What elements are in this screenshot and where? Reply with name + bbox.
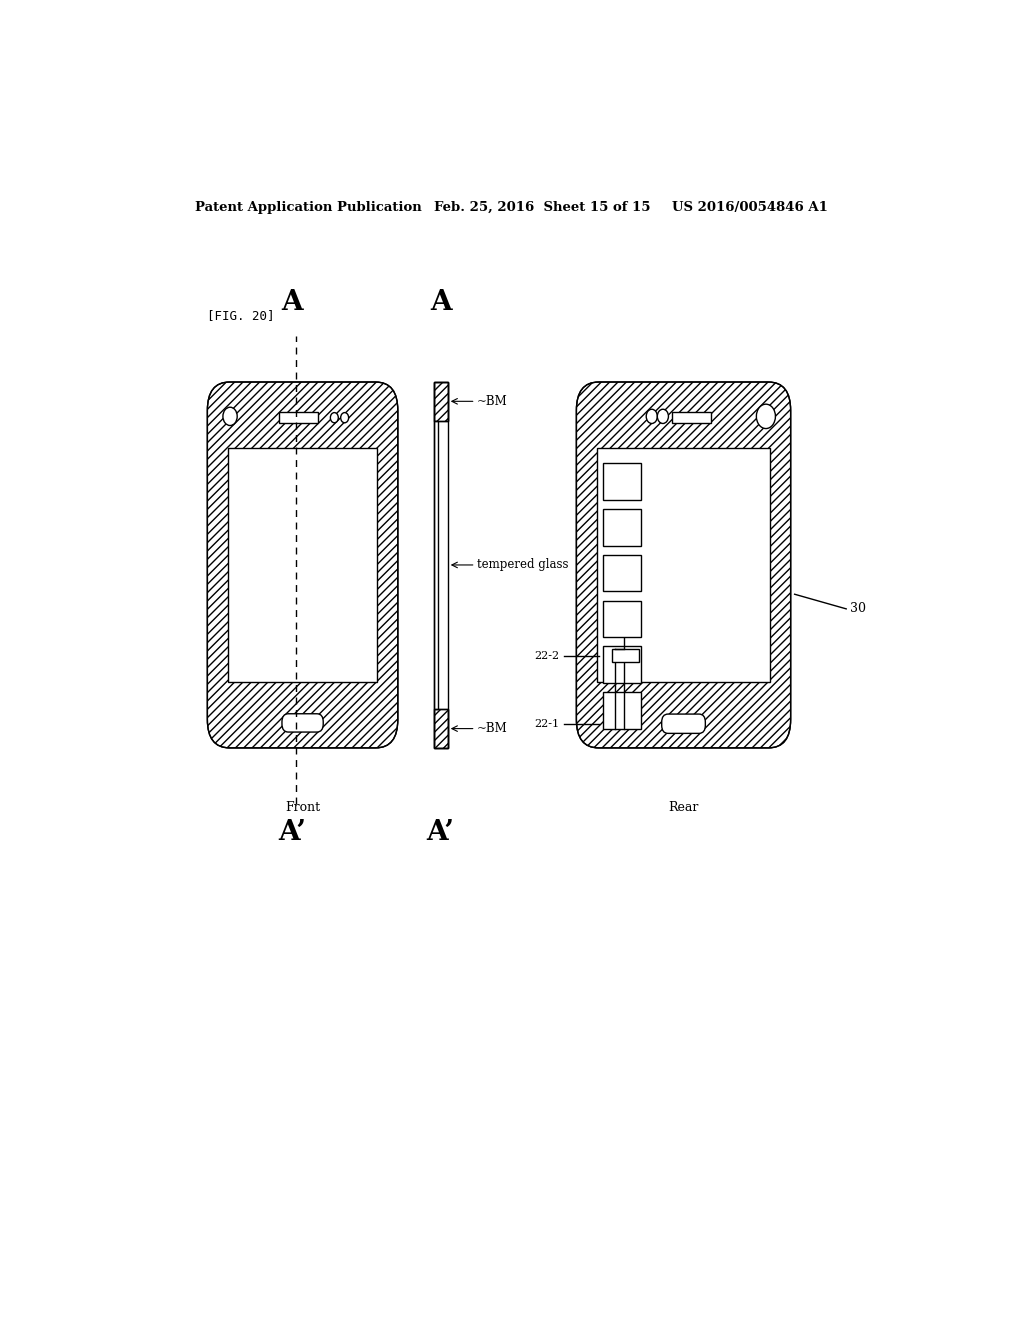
Bar xyxy=(597,447,770,682)
Text: Feb. 25, 2016  Sheet 15 of 15: Feb. 25, 2016 Sheet 15 of 15 xyxy=(433,201,650,214)
Bar xyxy=(603,463,641,500)
Text: ~BM: ~BM xyxy=(477,722,508,735)
Text: A: A xyxy=(282,289,303,315)
Bar xyxy=(611,648,639,661)
FancyBboxPatch shape xyxy=(282,714,324,733)
Circle shape xyxy=(646,409,657,424)
Text: Rear: Rear xyxy=(669,801,698,813)
Circle shape xyxy=(331,413,338,422)
Circle shape xyxy=(757,404,775,429)
Bar xyxy=(603,601,641,638)
Bar xyxy=(279,412,318,424)
FancyBboxPatch shape xyxy=(662,714,706,734)
Bar xyxy=(433,381,447,421)
Bar xyxy=(433,381,447,421)
Circle shape xyxy=(657,409,669,424)
Text: A: A xyxy=(430,289,452,315)
Text: 30: 30 xyxy=(850,602,866,615)
Text: tempered glass: tempered glass xyxy=(477,558,568,572)
Text: ~BM: ~BM xyxy=(477,395,508,408)
Circle shape xyxy=(223,407,238,425)
FancyBboxPatch shape xyxy=(207,381,397,748)
Text: US 2016/0054846 A1: US 2016/0054846 A1 xyxy=(672,201,827,214)
Bar xyxy=(603,554,641,591)
Text: Front: Front xyxy=(285,801,321,813)
Text: 22-1: 22-1 xyxy=(535,718,560,729)
Text: [FIG. 20]: [FIG. 20] xyxy=(207,309,274,322)
Bar xyxy=(433,709,447,748)
Bar xyxy=(603,647,641,682)
Text: A’: A’ xyxy=(427,818,455,846)
Text: Patent Application Publication: Patent Application Publication xyxy=(196,201,422,214)
Bar xyxy=(228,447,377,682)
Bar xyxy=(433,381,447,748)
FancyBboxPatch shape xyxy=(577,381,791,748)
Bar xyxy=(672,412,712,424)
Text: 22-2: 22-2 xyxy=(535,651,560,660)
Bar xyxy=(433,709,447,748)
Text: A’: A’ xyxy=(279,818,306,846)
Circle shape xyxy=(341,413,348,422)
Bar xyxy=(603,692,641,729)
Bar xyxy=(603,510,641,545)
Bar xyxy=(433,421,437,709)
